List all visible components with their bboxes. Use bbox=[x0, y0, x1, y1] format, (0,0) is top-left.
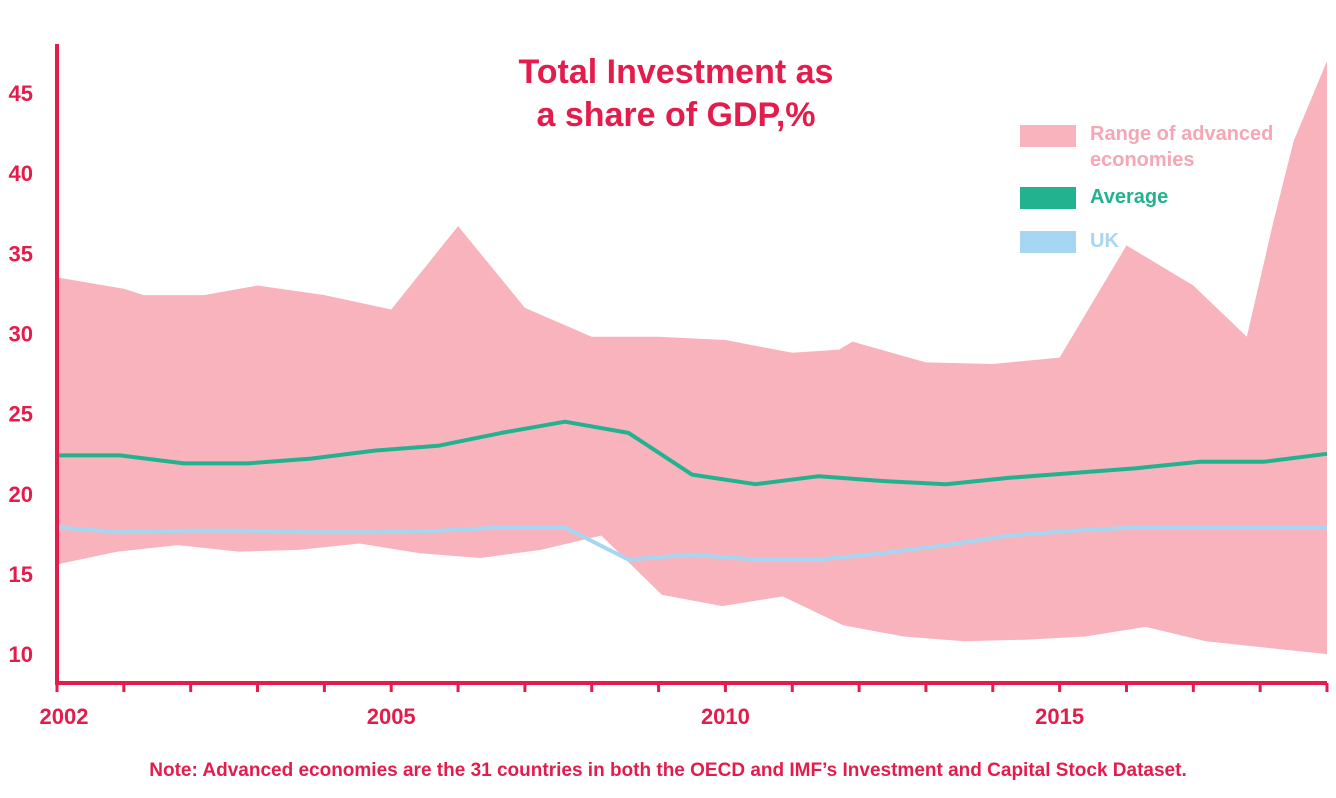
y-tick-label: 45 bbox=[9, 81, 33, 106]
y-tick-label: 35 bbox=[9, 241, 33, 266]
x-tick-label: 2010 bbox=[701, 704, 750, 729]
legend-label-range-line-2: economies bbox=[1090, 149, 1194, 171]
x-tick-label: 2015 bbox=[1035, 704, 1084, 729]
x-axis-ticks: 2002 2005 2010 2015 bbox=[40, 683, 1329, 729]
chart-title-line-1: Total Investment as bbox=[519, 53, 834, 91]
legend-swatch-range bbox=[1020, 125, 1076, 147]
y-tick-label: 10 bbox=[9, 642, 33, 667]
investment-chart: 10 15 20 25 30 35 40 45 2002 2005 2010 2015 Total … bbox=[9, 44, 1329, 729]
chart-note: Note: Advanced economies are the 31 coun… bbox=[149, 760, 1187, 781]
legend-swatch-uk bbox=[1020, 231, 1076, 253]
legend-swatch-average bbox=[1020, 187, 1076, 209]
legend-label-average: Average bbox=[1090, 186, 1168, 208]
x-tick-label: 2002 bbox=[40, 704, 89, 729]
y-tick-label: 15 bbox=[9, 562, 33, 587]
y-tick-label: 40 bbox=[9, 161, 33, 186]
average-series-line bbox=[57, 419, 1328, 487]
y-tick-label: 30 bbox=[9, 322, 33, 347]
x-tick-label: 2005 bbox=[367, 704, 416, 729]
y-tick-label: 25 bbox=[9, 402, 33, 427]
y-axis-ticks: 10 15 20 25 30 35 40 45 bbox=[9, 81, 33, 667]
legend-label-uk: UK bbox=[1090, 230, 1119, 252]
legend: Range of advanced economies Average UK bbox=[1020, 123, 1273, 253]
legend-label-range-line-1: Range of advanced bbox=[1090, 123, 1273, 145]
y-tick-label: 20 bbox=[9, 482, 33, 507]
uk-series-line bbox=[56, 525, 1327, 562]
range-area bbox=[57, 61, 1327, 655]
chart-title-line-2: a share of GDP,% bbox=[536, 96, 815, 134]
